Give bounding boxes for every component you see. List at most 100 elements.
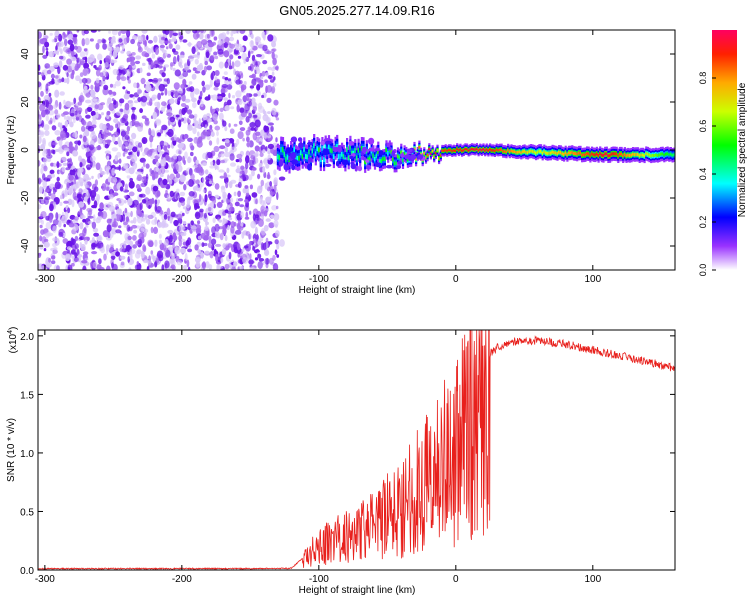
noise-dot bbox=[131, 224, 138, 229]
noise-dot bbox=[123, 240, 127, 249]
noise-dot bbox=[85, 147, 91, 153]
band-cell bbox=[434, 152, 437, 155]
noise-dot bbox=[185, 30, 192, 34]
noise-dot bbox=[267, 75, 273, 79]
noise-dot bbox=[169, 234, 173, 243]
colorbar-tick-label: 0.2 bbox=[698, 216, 708, 229]
noise-dot bbox=[63, 114, 67, 120]
noise-dot bbox=[205, 155, 209, 160]
noise-dot bbox=[216, 137, 220, 145]
chart-title: GN05.2025.277.14.09.R16 bbox=[279, 3, 434, 18]
noise-dot bbox=[88, 68, 91, 73]
noise-dot bbox=[181, 94, 186, 102]
noise-dot bbox=[123, 195, 128, 199]
noise-dot bbox=[150, 64, 157, 69]
band-cell bbox=[451, 150, 454, 153]
noise-dot bbox=[110, 245, 114, 252]
band-cell bbox=[401, 158, 405, 163]
noise-dot bbox=[275, 230, 280, 238]
noise-dot bbox=[132, 244, 138, 249]
band-blob bbox=[325, 140, 332, 145]
band-cell bbox=[590, 152, 594, 156]
noise-dot bbox=[161, 72, 166, 78]
band-cell bbox=[321, 146, 324, 151]
band-cell bbox=[571, 150, 574, 154]
noise-dot bbox=[50, 73, 55, 79]
noise-dot bbox=[132, 118, 136, 126]
noise-dot bbox=[59, 91, 65, 96]
noise-dot bbox=[74, 63, 79, 71]
band-blob bbox=[290, 136, 298, 143]
x-tick-label: -200 bbox=[172, 274, 192, 285]
noise-dot bbox=[79, 59, 85, 66]
noise-dot bbox=[100, 247, 105, 254]
noise-dot bbox=[175, 44, 181, 50]
band-cell bbox=[673, 153, 675, 157]
noise-dot bbox=[182, 241, 188, 246]
noise-dot bbox=[245, 192, 250, 197]
signal-band bbox=[276, 134, 675, 174]
noise-dot bbox=[204, 124, 208, 133]
noise-dot bbox=[87, 221, 94, 225]
noise-dot bbox=[194, 211, 201, 220]
band-cell bbox=[602, 154, 605, 157]
noise-dot bbox=[260, 129, 265, 137]
band-cell bbox=[630, 153, 633, 157]
noise-dot bbox=[229, 43, 236, 49]
noise-dot bbox=[167, 104, 171, 110]
noise-dot bbox=[194, 202, 200, 209]
band-cell bbox=[645, 152, 648, 156]
noise-dot bbox=[151, 172, 155, 178]
noise-dot bbox=[166, 77, 170, 85]
noise-dot bbox=[223, 172, 227, 179]
noise-dot bbox=[126, 30, 131, 38]
noise-dot bbox=[157, 132, 161, 137]
band-cell bbox=[625, 154, 628, 158]
noise-dot bbox=[276, 242, 280, 250]
noise-dot bbox=[228, 217, 233, 221]
noise-dot bbox=[100, 102, 106, 106]
noise-dot bbox=[39, 103, 46, 112]
noise-dot bbox=[107, 176, 112, 183]
noise-dot bbox=[38, 64, 41, 71]
band-cell bbox=[482, 148, 485, 151]
noise-dot bbox=[249, 266, 255, 270]
band-blob bbox=[386, 142, 391, 148]
noise-dot bbox=[124, 135, 130, 140]
noise-dot bbox=[215, 243, 222, 247]
noise-dot bbox=[210, 161, 214, 166]
noise-dot bbox=[45, 114, 49, 122]
noise-dot bbox=[257, 185, 263, 194]
noise-dot bbox=[213, 145, 220, 153]
noise-dot bbox=[128, 143, 131, 152]
noise-dot bbox=[164, 133, 168, 137]
noise-dot bbox=[221, 248, 227, 256]
noise-dot bbox=[120, 130, 126, 137]
noise-dot bbox=[57, 221, 62, 228]
noise-dot bbox=[264, 125, 269, 132]
band-cell bbox=[396, 154, 400, 159]
noise-dot bbox=[224, 151, 230, 158]
noise-dot bbox=[70, 72, 75, 80]
band-cell bbox=[627, 153, 630, 157]
noise-scatter bbox=[38, 30, 286, 270]
band-cell bbox=[350, 150, 354, 156]
noise-dot bbox=[94, 186, 99, 192]
noise-dot bbox=[144, 52, 150, 58]
noise-dot bbox=[174, 178, 179, 183]
noise-dot bbox=[247, 126, 251, 132]
noise-dot bbox=[140, 95, 148, 103]
noise-dot bbox=[249, 85, 255, 89]
noise-dot bbox=[89, 240, 95, 244]
noise-dot bbox=[59, 122, 63, 130]
noise-dot bbox=[95, 77, 100, 84]
noise-dot bbox=[154, 158, 159, 162]
band-cell bbox=[316, 146, 319, 151]
noise-dot bbox=[40, 72, 45, 77]
band-cell bbox=[359, 153, 362, 158]
noise-dot bbox=[115, 123, 118, 129]
noise-dot bbox=[102, 74, 106, 82]
noise-dot bbox=[38, 81, 42, 88]
band-cell bbox=[319, 157, 322, 162]
noise-dot bbox=[83, 48, 88, 52]
